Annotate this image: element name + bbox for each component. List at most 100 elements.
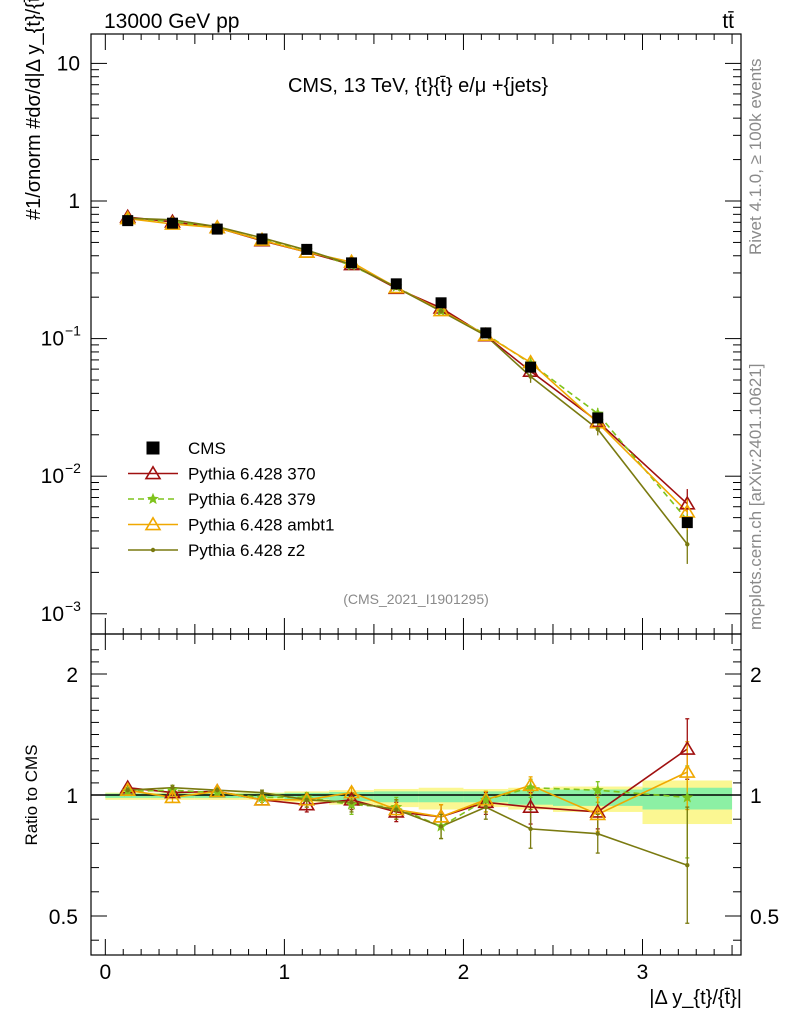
header-energy-label: 13000 GeV pp: [104, 10, 239, 33]
data-point-triangle: [298, 791, 316, 806]
y-tick-label-exp: −3: [65, 598, 81, 614]
data-point-dot: [394, 807, 399, 812]
data-point-dot: [685, 542, 690, 547]
data-point-triangle: [208, 783, 226, 798]
data-point-square: [301, 243, 313, 255]
y-tick-label: 10: [57, 52, 80, 75]
data-point-star: [300, 791, 313, 803]
data-point-dot: [349, 800, 354, 805]
ratio-y-tick-label-right: 0.5: [750, 906, 779, 929]
x-axis-label: |Δ y_{t}/{t̄}|: [649, 987, 742, 1009]
legend-label: CMS: [188, 439, 226, 458]
main-chart-title: CMS, 13 TeV, {t}{t̄} e/μ +{jets}: [288, 75, 548, 97]
data-point-square: [346, 257, 358, 269]
data-point-dot: [528, 374, 533, 379]
data-point-square: [390, 278, 402, 290]
ratio-series-line: [127, 786, 688, 866]
data-point-triangle: [589, 803, 607, 818]
data-point-triangle: [678, 503, 696, 518]
x-tick-label: 3: [637, 961, 649, 984]
data-point-triangle: [477, 791, 495, 806]
data-point-dot: [438, 824, 444, 829]
data-point-triangle: [432, 808, 450, 823]
legend-label: Pythia 6.428 379: [188, 490, 316, 509]
data-point-square: [256, 233, 268, 245]
ratio-panel: 0 1 2 3 0.5 0.5 1 1 2 2 Ratio to CMS |Δ y_{t}/{t̄…: [22, 633, 779, 1009]
data-point-triangle: [119, 781, 137, 797]
data-point-star: [479, 793, 492, 805]
legend-item: CMS: [146, 439, 226, 458]
data-point-triangle: [522, 777, 540, 792]
main-y-axis-label: #1/σnorm #dσ/d|Δ y_{t}/{t̄}|: [23, 0, 45, 220]
data-point-square: [480, 327, 492, 339]
legend-item: Pythia 6.428 370: [128, 465, 316, 484]
series-line: [127, 217, 688, 545]
y-tick-label: 10 −2: [41, 460, 82, 488]
legend-label: Pythia 6.428 370: [188, 465, 316, 484]
header-process-label: tt̄: [722, 10, 734, 33]
data-point-dot: [259, 790, 265, 795]
data-point-triangle: [164, 784, 181, 799]
y-tick-label-text: 10: [41, 328, 64, 351]
y-tick-label-text: 10: [41, 465, 64, 488]
ratio-y-tick-label-right: 1: [750, 785, 762, 808]
data-point-square: [681, 517, 693, 529]
legend-item: Pythia 6.428 379: [128, 490, 316, 509]
data-point-triangle: [522, 798, 540, 813]
legend-item: Pythia 6.428 ambt1: [128, 516, 334, 535]
data-point-square: [525, 361, 537, 373]
ratio-y-tick-label-right: 2: [750, 664, 762, 687]
legend: CMS Pythia 6.428 370 Pythia 6.428 379 Pythi…: [128, 439, 334, 560]
main-y-axis-label-text: #1/σnorm #dσ/d|Δ y_{t}/{t̄}|: [23, 0, 45, 220]
data-point-square: [592, 412, 604, 424]
ratio-series-line: [127, 771, 688, 818]
data-point-dot: [304, 797, 309, 803]
y-tick-label: 10 −3: [41, 598, 82, 626]
data-point-dot: [595, 426, 600, 432]
data-point-triangle: [164, 789, 181, 804]
data-point-dot: [483, 804, 489, 810]
data-point-dot: [685, 862, 690, 868]
data-point-dot: [595, 831, 600, 836]
data-point-star: [591, 783, 604, 796]
y-tick-label-text: 10: [41, 603, 64, 626]
analysis-watermark: (CMS_2021_I1901295): [343, 591, 489, 607]
data-point-star: [681, 791, 694, 803]
data-point-star: [390, 800, 403, 813]
data-point-triangle: [678, 763, 696, 778]
data-point-triangle: [589, 806, 607, 821]
y-tick-label-exp: −1: [65, 323, 81, 339]
ratio-y-tick-label-left: 2: [66, 664, 78, 687]
y-tick-label-text: 1: [68, 190, 80, 213]
data-point-triangle: [144, 516, 162, 531]
legend-item: Pythia 6.428 z2: [128, 541, 305, 560]
data-point-square: [122, 215, 134, 227]
y-tick-label-exp: −2: [65, 460, 81, 476]
series-line: [127, 216, 688, 505]
data-point-star: [524, 781, 537, 793]
data-point-dot: [170, 785, 175, 790]
data-point-triangle: [387, 803, 405, 818]
data-point-triangle: [678, 740, 696, 755]
data-point-star: [147, 492, 159, 505]
ratio-y-tick-label-left: 0.5: [49, 906, 78, 929]
data-point-dot: [438, 309, 444, 314]
y-tick-label: 1: [68, 190, 80, 213]
x-tick-label: 0: [99, 961, 111, 984]
x-tick-label: 1: [279, 961, 291, 984]
data-point-square: [435, 297, 447, 309]
data-point-triangle: [144, 465, 162, 480]
ratio-y-tick-label-left: 1: [66, 785, 78, 808]
y-tick-label: 10 −1: [41, 323, 82, 351]
data-point-triangle: [432, 302, 450, 317]
rivet-caption: Rivet 4.1.0, ≥ 100k events: [746, 59, 765, 255]
data-point-star: [256, 791, 268, 803]
data-point-square: [146, 441, 160, 455]
data-point-triangle: [343, 784, 360, 799]
data-point-dot: [215, 787, 220, 793]
mcplots-caption: mcplots.cern.ch [arXiv:2401.10621]: [746, 364, 765, 630]
x-tick-label: 2: [458, 961, 470, 984]
data-point-dot: [528, 826, 533, 832]
